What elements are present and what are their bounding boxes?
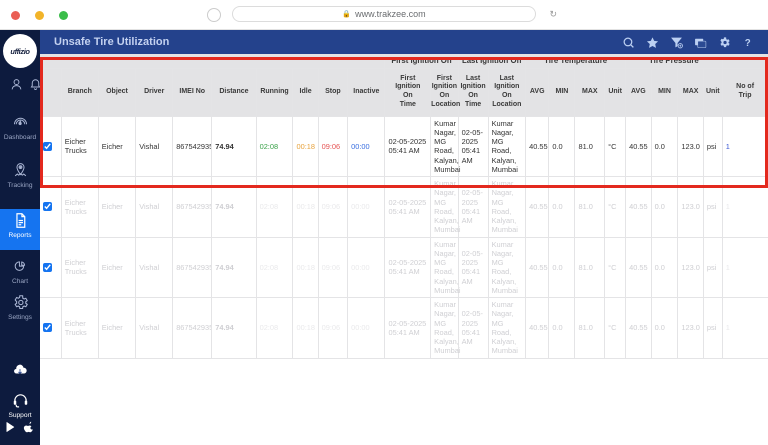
svg-text:?: ? xyxy=(745,37,751,48)
